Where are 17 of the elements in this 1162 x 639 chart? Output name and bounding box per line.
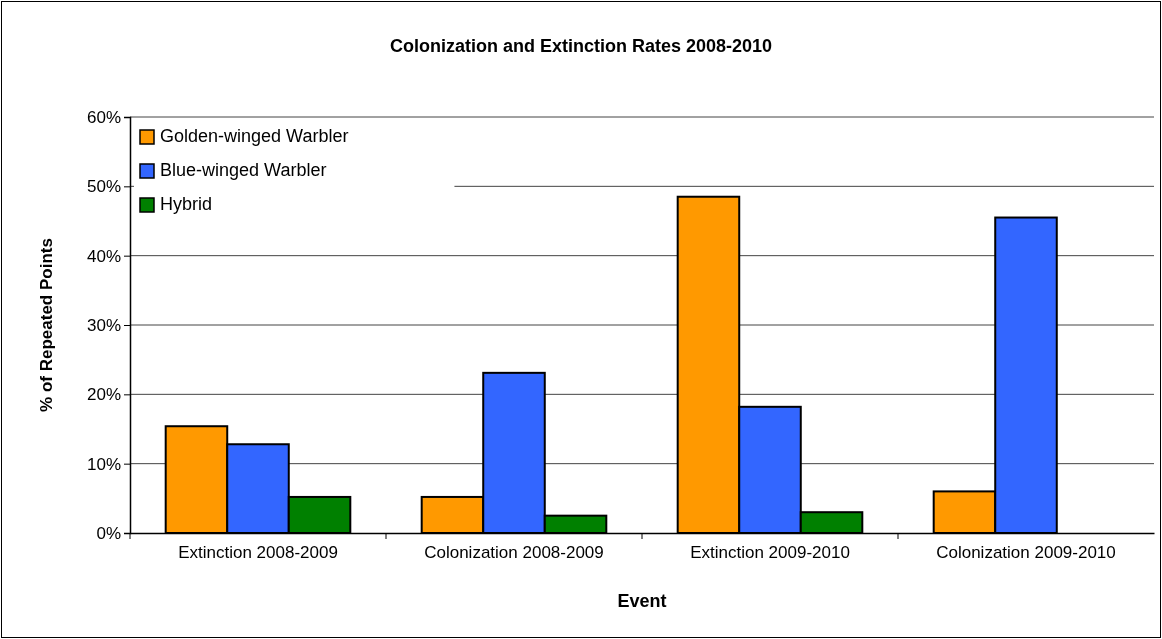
- y-tick-label: 30%: [86, 315, 121, 335]
- y-axis-title: % of Repeated Points: [37, 238, 56, 412]
- legend-label: Blue-winged Warbler: [160, 160, 327, 180]
- x-tick-label: Extinction 2008-2009: [178, 543, 338, 563]
- y-tick-label: 0%: [96, 523, 121, 543]
- x-tick-label: Colonization 2008-2009: [424, 543, 604, 563]
- y-tick-label: 50%: [86, 177, 121, 197]
- x-tick-label: Colonization 2009-2010: [936, 543, 1116, 563]
- legend-label: Golden-winged Warbler: [160, 126, 349, 146]
- y-tick-label: 20%: [86, 385, 121, 405]
- x-axis-title: Event: [617, 591, 667, 611]
- chart-title: Colonization and Extinction Rates 2008-2010: [389, 36, 773, 56]
- x-tick-label: Extinction 2009-2010: [690, 543, 850, 563]
- y-tick-label: 60%: [86, 107, 121, 127]
- legend-label: Hybrid: [160, 194, 213, 214]
- y-tick-label: 40%: [86, 246, 121, 266]
- y-tick-label: 10%: [86, 454, 121, 474]
